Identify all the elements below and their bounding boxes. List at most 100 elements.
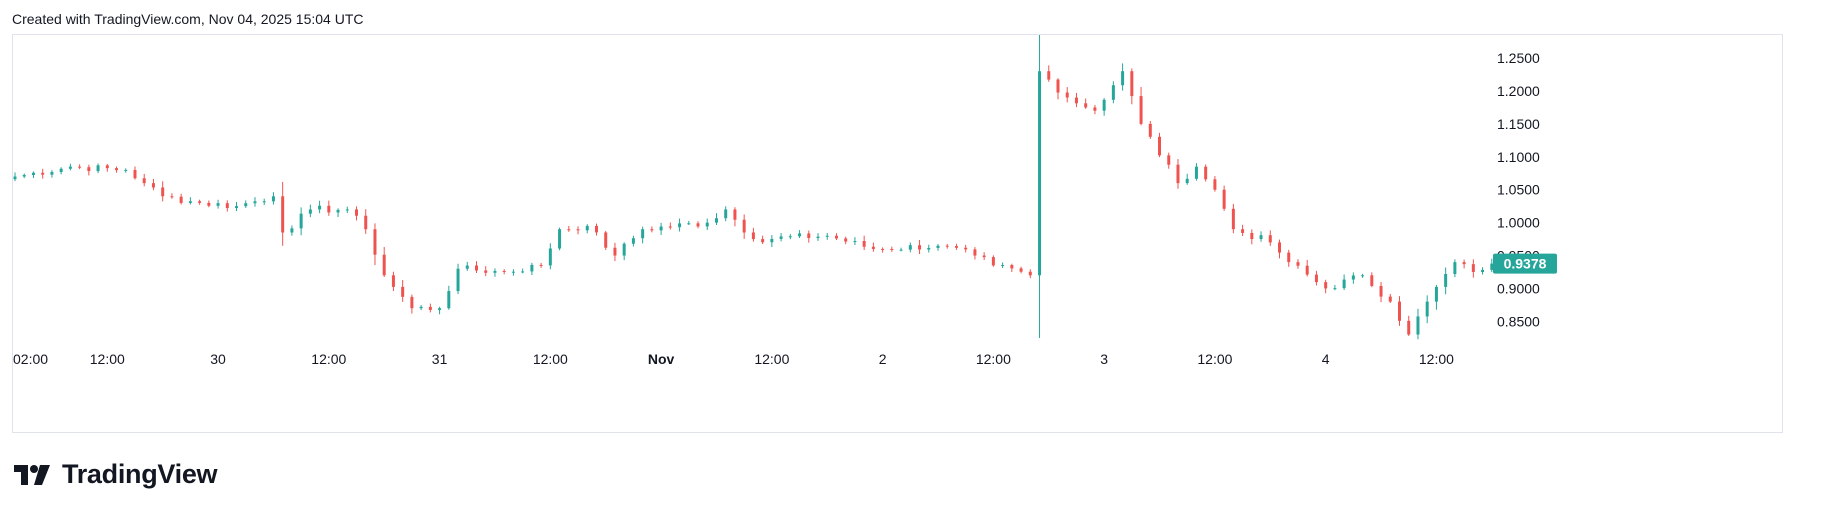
last-price-label: 0.9378 — [1504, 256, 1547, 272]
candle — [1434, 284, 1438, 310]
candle — [604, 230, 608, 250]
brand[interactable]: TradingView — [14, 459, 218, 490]
candle — [1481, 267, 1485, 275]
candle — [585, 224, 589, 234]
candle — [151, 178, 155, 191]
candle — [115, 166, 119, 173]
candle — [290, 225, 294, 236]
candle — [124, 168, 128, 173]
candle — [650, 226, 654, 233]
candle — [918, 239, 922, 255]
candle — [1388, 293, 1392, 304]
candle — [1268, 230, 1272, 246]
candle — [696, 221, 700, 229]
y-tick-label: 0.8500 — [1497, 313, 1540, 329]
candle — [225, 200, 229, 212]
candle — [1093, 105, 1097, 115]
candle — [1490, 258, 1494, 273]
chart-frame[interactable]: 1.25001.20001.15001.10001.05001.00000.95… — [12, 34, 1783, 433]
candle — [576, 226, 580, 235]
candle — [1111, 81, 1115, 104]
candle — [188, 197, 192, 205]
candle — [659, 222, 663, 236]
candle — [807, 230, 811, 243]
candle — [1056, 78, 1060, 100]
candle — [733, 207, 737, 227]
candle — [68, 163, 72, 171]
candlestick-chart[interactable]: 1.25001.20001.15001.10001.05001.00000.95… — [13, 35, 1782, 432]
candle — [235, 201, 239, 212]
candle — [1342, 274, 1346, 290]
candle — [1462, 259, 1466, 269]
candle — [1379, 281, 1383, 303]
candle — [1231, 203, 1235, 234]
candle — [327, 200, 331, 216]
y-tick-label: 1.2000 — [1497, 83, 1540, 99]
candle — [96, 163, 100, 174]
y-tick-label: 0.9000 — [1497, 280, 1540, 296]
candle — [1158, 132, 1162, 158]
candle — [705, 218, 709, 230]
x-tick-label: 12:00 — [90, 351, 125, 367]
created-with-caption: Created with TradingView.com, Nov 04, 20… — [12, 11, 364, 27]
candle — [1213, 176, 1217, 192]
x-tick-label: 30 — [210, 351, 226, 367]
candle — [687, 220, 691, 225]
candle — [862, 235, 866, 250]
candle — [336, 208, 340, 218]
candle — [567, 225, 571, 232]
y-tick-label: 1.2500 — [1497, 50, 1540, 66]
candle — [133, 166, 137, 180]
candle — [964, 244, 968, 253]
candle — [31, 171, 35, 179]
candle — [493, 268, 497, 277]
y-tick-label: 1.0500 — [1497, 182, 1540, 198]
candle — [22, 173, 26, 179]
candle — [1444, 267, 1448, 295]
candle — [87, 164, 91, 176]
candle — [1148, 120, 1152, 139]
candle — [761, 235, 765, 245]
candle — [1176, 159, 1180, 189]
candle — [742, 214, 746, 239]
candle — [382, 247, 386, 278]
candle — [142, 173, 146, 187]
candle — [1296, 259, 1300, 269]
candle — [1047, 65, 1051, 82]
candle — [262, 198, 266, 206]
candle — [207, 200, 211, 208]
candle — [908, 242, 912, 253]
candle — [1471, 259, 1475, 278]
y-axis: 1.25001.20001.15001.10001.05001.00000.95… — [1497, 50, 1540, 329]
candle — [50, 170, 54, 178]
candle — [1102, 98, 1106, 116]
candle — [724, 206, 728, 222]
candle — [631, 235, 635, 247]
candle — [465, 261, 469, 271]
y-tick-label: 1.0000 — [1497, 215, 1540, 231]
candle — [899, 247, 903, 252]
candle — [779, 233, 783, 242]
candle — [1038, 35, 1042, 338]
x-tick-label: 12:00 — [754, 351, 789, 367]
candle — [1139, 86, 1143, 126]
brand-name: TradingView — [62, 459, 218, 489]
x-tick-label: 2 — [879, 351, 887, 367]
candle — [447, 285, 451, 310]
x-tick-label: 4 — [1322, 351, 1330, 367]
candle — [798, 230, 802, 239]
candle — [936, 244, 940, 251]
x-tick-label: 3 — [1100, 351, 1108, 367]
candle — [105, 163, 109, 172]
candle — [364, 209, 368, 234]
candle — [668, 222, 672, 230]
candle — [253, 197, 257, 207]
candle — [484, 266, 488, 277]
x-tick-label: 31 — [432, 351, 448, 367]
x-axis: 02:00 12:00 30 12:00 31 12:00 Nov 12:00 2 12:00 3 1… — [13, 351, 1454, 367]
candle — [770, 235, 774, 248]
candle — [1084, 98, 1088, 109]
candle — [1204, 164, 1208, 182]
candle — [641, 226, 645, 244]
candle — [419, 305, 423, 311]
